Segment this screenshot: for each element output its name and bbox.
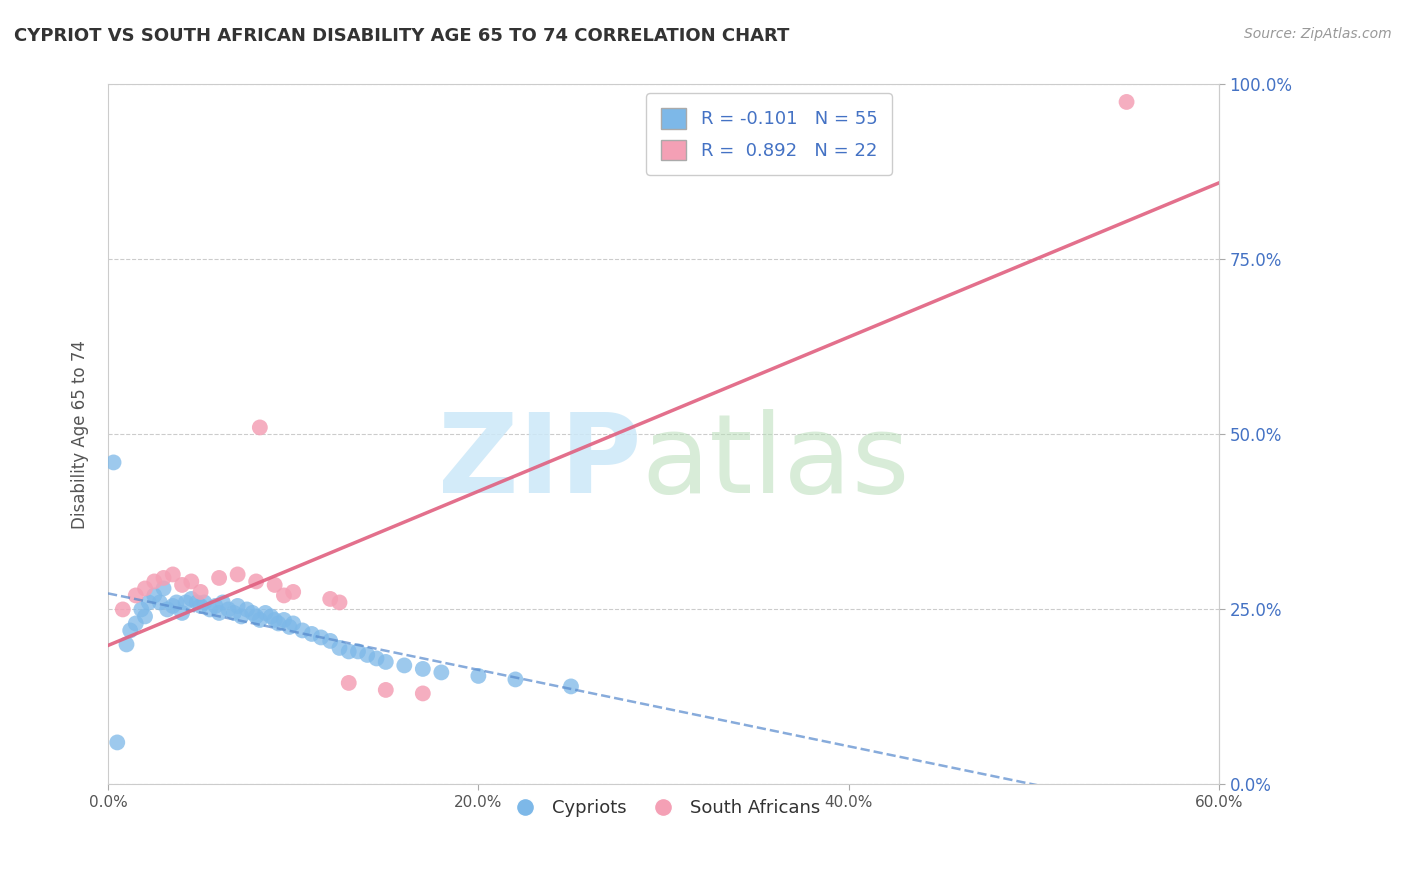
Point [138,595,160,609]
Point [103,455,125,469]
Point [208,571,231,585]
Point [560,680,582,694]
Point [356,648,378,662]
Point [131,602,153,616]
Point [242,606,264,620]
Point [249,420,271,434]
Point [505,673,527,687]
Point [249,613,271,627]
Point [120,624,142,638]
Point [412,686,434,700]
Point [115,637,138,651]
Text: atlas: atlas [641,409,910,516]
Point [152,571,174,585]
Point [111,602,134,616]
Point [374,655,396,669]
Point [412,662,434,676]
Point [309,631,332,645]
Point [162,567,184,582]
Legend: Cypriots, South Africans: Cypriots, South Africans [499,792,827,824]
Point [170,578,193,592]
Point [245,574,267,589]
Point [347,644,370,658]
Y-axis label: Disability Age 65 to 74: Disability Age 65 to 74 [72,340,89,529]
Point [283,616,305,631]
Point [143,589,166,603]
Point [125,616,148,631]
Point [162,599,184,613]
Point [328,595,350,609]
Point [374,682,396,697]
Point [337,676,360,690]
Point [134,609,156,624]
Point [328,640,350,655]
Point [134,582,156,596]
Point [278,620,301,634]
Point [263,613,285,627]
Point [467,669,489,683]
Point [226,567,249,582]
Text: Source: ZipAtlas.com: Source: ZipAtlas.com [1244,27,1392,41]
Point [245,609,267,624]
Point [190,585,212,599]
Point [156,602,179,616]
Text: ZIP: ZIP [439,409,641,516]
Point [105,735,128,749]
Point [254,606,277,620]
Point [260,609,283,624]
Point [263,578,285,592]
Point [143,574,166,589]
Text: CYPRIOT VS SOUTH AFRICAN DISABILITY AGE 65 TO 74 CORRELATION CHART: CYPRIOT VS SOUTH AFRICAN DISABILITY AGE … [14,27,789,45]
Point [301,627,323,641]
Point [152,582,174,596]
Point [174,595,197,609]
Point [366,651,388,665]
Point [180,574,202,589]
Point [226,599,249,613]
Point [231,609,253,624]
Point [166,595,188,609]
Point [180,591,202,606]
Point [267,616,290,631]
Point [211,595,233,609]
Point [149,595,172,609]
Point [273,589,295,603]
Point [430,665,453,680]
Point [236,602,259,616]
Point [319,591,342,606]
Point [204,599,226,613]
Point [198,602,221,616]
Point [208,606,231,620]
Point [190,599,212,613]
Point [222,606,245,620]
Point [1115,95,1137,109]
Point [319,634,342,648]
Point [125,589,148,603]
Point [283,585,305,599]
Point [217,602,239,616]
Point [273,613,295,627]
Point [193,595,215,609]
Point [170,606,193,620]
Point [337,644,360,658]
Point [186,595,208,609]
Point [394,658,416,673]
Point [291,624,314,638]
